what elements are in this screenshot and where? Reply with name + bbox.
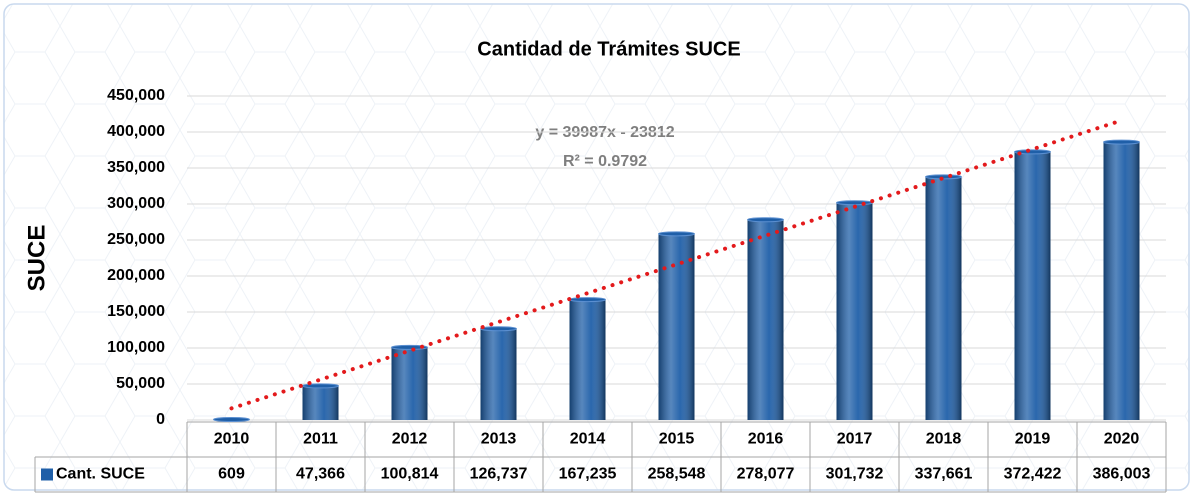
bar-top <box>302 383 339 389</box>
bar-top <box>480 326 517 332</box>
y-tick-label: 300,000 <box>107 195 165 212</box>
bar-top <box>1014 149 1051 155</box>
y-tick-label: 150,000 <box>107 303 165 320</box>
y-tick-label: 200,000 <box>107 267 165 284</box>
x-tick-label: 2019 <box>1015 431 1051 448</box>
chart-title: Cantidad de Trámites SUCE <box>477 38 740 60</box>
bar-top <box>747 217 784 223</box>
x-tick-label: 2014 <box>570 431 606 448</box>
bar-top <box>658 231 695 237</box>
y-tick-label: 400,000 <box>107 123 165 140</box>
bar-top <box>213 417 250 423</box>
bar-shine <box>925 176 962 420</box>
y-tick-label: 350,000 <box>107 159 165 176</box>
bar-top <box>836 200 873 206</box>
legend-label: Cant. SUCE <box>56 466 145 483</box>
table-value: 47,366 <box>296 466 345 483</box>
table-value: 386,003 <box>1093 466 1151 483</box>
x-tick-label: 2017 <box>837 431 873 448</box>
x-tick-label: 2016 <box>748 431 784 448</box>
y-tick-label: 50,000 <box>116 375 165 392</box>
x-tick-label: 2018 <box>926 431 962 448</box>
bar-shine <box>658 233 695 420</box>
trendline <box>229 118 1124 411</box>
chart-frame <box>3 3 1190 491</box>
x-tick-label: 2013 <box>481 431 517 448</box>
bar-shine <box>302 385 339 420</box>
bar-shine <box>836 202 873 420</box>
x-tick-label: 2015 <box>659 431 695 448</box>
x-tick-label: 2010 <box>214 431 250 448</box>
bar-top <box>569 297 606 303</box>
table-value: 100,814 <box>381 466 439 483</box>
legend-swatch <box>41 468 53 481</box>
bar-shine <box>747 219 784 420</box>
y-tick-label: 250,000 <box>107 231 165 248</box>
trendline-r2: R² = 0.9792 <box>563 153 647 170</box>
table-value: 609 <box>218 466 245 483</box>
table-value: 337,661 <box>915 466 973 483</box>
table-value: 301,732 <box>826 466 884 483</box>
y-tick-label: 0 <box>156 411 165 428</box>
bar-top <box>391 344 428 350</box>
bar-shine <box>1014 151 1051 421</box>
table-value: 372,422 <box>1004 466 1062 483</box>
table-value: 167,235 <box>559 466 617 483</box>
bar-top <box>1103 139 1140 145</box>
bar-shine <box>569 299 606 420</box>
table-value: 258,548 <box>648 466 706 483</box>
x-tick-label: 2011 <box>303 431 338 448</box>
y-tick-label: 450,000 <box>107 87 165 104</box>
bar-shine <box>391 347 428 420</box>
table-value: 278,077 <box>737 466 795 483</box>
y-axis-title: SUCE <box>23 225 50 292</box>
x-tick-label: 2012 <box>392 431 428 448</box>
bar-shine <box>480 328 517 420</box>
x-tick-label: 2020 <box>1104 431 1140 448</box>
trendline-equation: y = 39987x - 23812 <box>535 124 674 141</box>
table-value: 126,737 <box>470 466 528 483</box>
bar-shine <box>1103 142 1140 421</box>
y-tick-label: 100,000 <box>107 339 165 356</box>
